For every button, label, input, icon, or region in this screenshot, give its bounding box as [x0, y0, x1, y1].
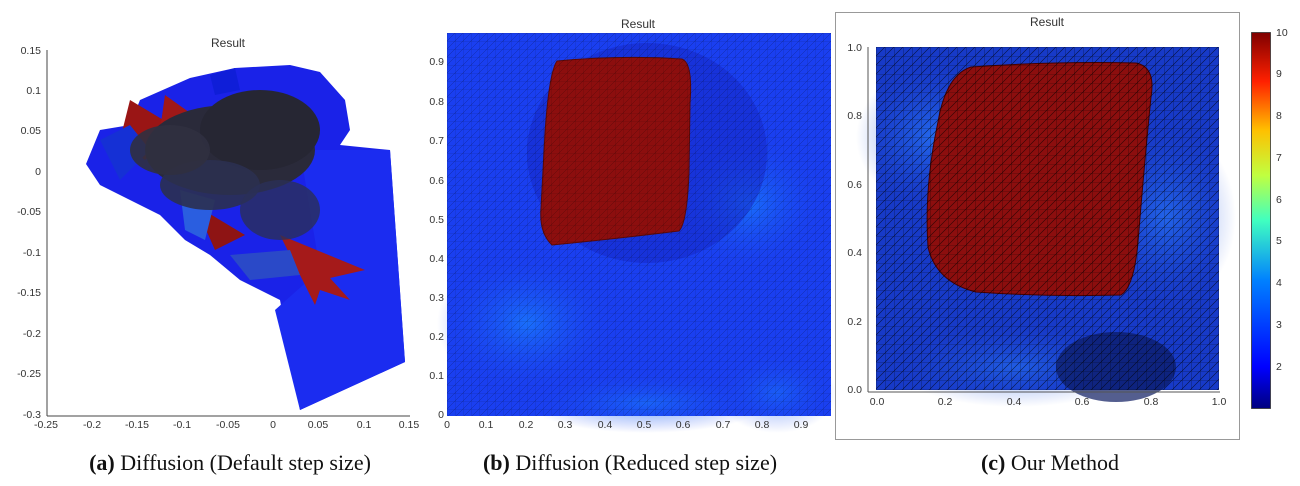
y-tick: 0.7	[429, 135, 444, 147]
colorbar-tick: 3	[1276, 319, 1282, 331]
x-tick: 0.4	[1006, 396, 1022, 408]
y-tick: 0.1	[429, 370, 444, 382]
x-tick: 0.4	[597, 419, 613, 431]
panel-c-plot	[856, 47, 1236, 407]
y-tick: 0	[438, 409, 444, 421]
x-tick: 0.1	[356, 419, 372, 431]
x-tick: 0	[270, 419, 276, 431]
y-tick: -0.05	[17, 206, 41, 218]
x-tick: -0.05	[216, 419, 240, 431]
x-tick: 0.0	[869, 396, 885, 408]
y-tick: -0.1	[22, 247, 41, 259]
colorbar-tick: 8	[1276, 110, 1282, 122]
x-tick: 0.9	[793, 419, 809, 431]
y-tick: 0.2	[429, 331, 444, 343]
y-tick: 0.1	[26, 85, 41, 97]
caption-a: (a) Diffusion (Default step size)	[30, 450, 430, 476]
y-tick: 0.3	[429, 292, 444, 304]
y-tick: 0.4	[429, 253, 444, 265]
y-tick: 0.15	[20, 45, 41, 57]
x-tick: 0.6	[675, 419, 691, 431]
panel-c-title: Result	[1029, 15, 1064, 29]
y-tick: 0	[35, 166, 41, 178]
colorbar-tick: 9	[1276, 68, 1282, 80]
x-tick: 0.15	[398, 419, 420, 431]
colorbar-tick: 10	[1276, 27, 1288, 39]
caption-b-text: Diffusion (Reduced step size)	[515, 450, 778, 475]
caption-c: (c) Our Method	[880, 450, 1220, 476]
x-tick: -0.1	[172, 419, 192, 431]
y-tick: -0.25	[17, 368, 41, 380]
x-tick: 0	[444, 419, 450, 431]
panel-a-title: Result	[210, 36, 245, 50]
colorbar-tick: 6	[1276, 194, 1282, 206]
x-tick: 0.1	[478, 419, 494, 431]
x-tick: 0.2	[937, 396, 953, 408]
caption-c-label: (c)	[980, 450, 1006, 475]
caption-a-text: Diffusion (Default step size)	[120, 450, 371, 475]
y-tick: 0.6	[847, 179, 862, 191]
caption-c-text: Our Method	[1010, 450, 1120, 475]
x-tick: 0.6	[1074, 396, 1090, 408]
x-tick: 0.05	[307, 419, 329, 431]
caption-a-label: (a)	[89, 450, 115, 475]
y-tick: -0.2	[22, 328, 41, 340]
y-tick: 0.05	[20, 125, 41, 137]
x-tick: 0.3	[557, 419, 573, 431]
x-tick: 0.8	[1143, 396, 1159, 408]
y-tick: 0.6	[429, 175, 444, 187]
x-tick: 0.2	[518, 419, 534, 431]
y-tick: 1.0	[847, 42, 862, 54]
y-tick: 0.8	[847, 110, 862, 122]
x-tick: -0.25	[34, 419, 58, 431]
caption-b: (b) Diffusion (Reduced step size)	[430, 450, 830, 476]
x-tick: -0.15	[125, 419, 149, 431]
collapsed-mesh	[86, 65, 405, 410]
colorbar-tick: 7	[1276, 152, 1282, 164]
panel-a-axes	[46, 50, 410, 417]
y-tick: 0.0	[847, 384, 862, 396]
y-tick: 0.9	[429, 56, 444, 68]
y-tick: -0.3	[22, 409, 41, 421]
y-tick: -0.15	[17, 287, 41, 299]
y-tick: 0.4	[847, 247, 862, 259]
y-tick: 0.5	[429, 214, 444, 226]
colorbar-tick: 4	[1276, 277, 1282, 289]
caption-b-label: (b)	[482, 450, 510, 475]
y-tick: 0.2	[847, 316, 862, 328]
colorbar-tick: 2	[1276, 361, 1282, 373]
x-tick: 0.7	[715, 419, 731, 431]
x-tick: 1.0	[1211, 396, 1227, 408]
y-tick: 0.8	[429, 96, 444, 108]
x-tick: 0.5	[636, 419, 652, 431]
x-tick: 0.8	[754, 419, 770, 431]
colorbar-gradient	[1251, 32, 1271, 409]
panel-b-plot	[437, 33, 837, 433]
panel-b-title: Result	[620, 17, 655, 31]
colorbar-tick: 5	[1276, 235, 1282, 247]
x-tick: -0.2	[82, 419, 102, 431]
